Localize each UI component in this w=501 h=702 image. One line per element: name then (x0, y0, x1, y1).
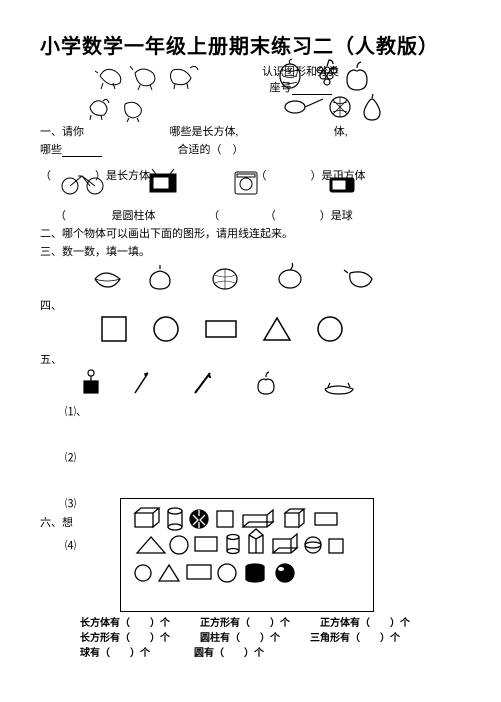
square-icon (100, 315, 128, 343)
shapes-collection (127, 505, 355, 595)
q1-a4: （ ）是球 (265, 210, 353, 222)
q5: 五、 (40, 354, 62, 366)
shapes-box (120, 498, 374, 612)
count-cube: 正方体有（ ）个 (320, 614, 410, 629)
q3: 三、数一数，填一填。 (40, 243, 471, 259)
q1-mid2: 合适的（ ） (178, 144, 244, 156)
stationery-icons (80, 369, 400, 397)
page-title: 小学数学一年级上册期末练习二（人教版） (40, 30, 471, 59)
count-triangle: 三角形有（ ）个 (310, 629, 400, 644)
count-circle: 圆有（ ）个 (194, 644, 264, 659)
circle-icon (152, 315, 180, 343)
q2: 二、哪个物体可以画出下面的图形，请用线连起来。 (40, 225, 471, 241)
q1-line2: 哪些 (40, 144, 62, 156)
rect-icon (204, 315, 238, 343)
q1-mid1: 哪些是长方体, (170, 126, 239, 138)
count-square: 正方形有（ ）个 (200, 614, 290, 629)
circle2-icon (316, 315, 344, 343)
sub1: ⑴、 (65, 403, 471, 419)
q1-suffix: 体, (334, 126, 348, 138)
triangle-icon (262, 315, 292, 343)
count-cylinder: 圆柱有（ ）个 (200, 629, 280, 644)
count-rect: 长方形有（ ）个 (80, 629, 170, 644)
count-cuboid: 长方体有（ ）个 (80, 614, 170, 629)
animals-fruits-icons (95, 58, 395, 93)
q6: 六、想 (40, 514, 73, 530)
q4: 四、 (40, 300, 62, 312)
q1-a3: 是圆柱体 (112, 210, 156, 222)
blank[interactable] (62, 145, 102, 157)
objects-row (60, 168, 400, 196)
count-sphere: 球有（ ）个 (80, 644, 150, 659)
sub2: ⑵ (65, 449, 471, 465)
q3-fruits (90, 261, 410, 291)
row2-icons (85, 92, 405, 122)
q1-prefix: 一、请你 (40, 126, 84, 138)
